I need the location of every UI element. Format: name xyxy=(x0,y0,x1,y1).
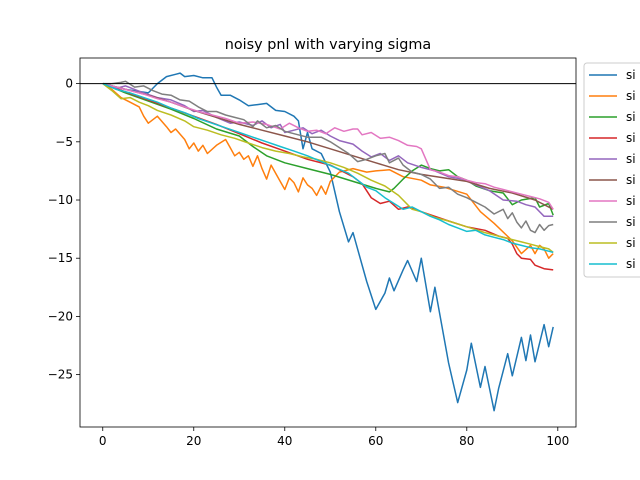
y-tick-label: −10 xyxy=(48,193,73,207)
chart-title: noisy pnl with varying sigma xyxy=(225,37,432,53)
plot-frame xyxy=(79,57,577,428)
legend-label-4: si xyxy=(626,131,636,145)
legend-label-1: si xyxy=(626,68,636,82)
x-tick-label: 80 xyxy=(459,434,474,448)
x-axis: 0 20 40 60 80 100 xyxy=(99,427,569,448)
legend: si si si si si si si si si si xyxy=(583,62,640,278)
y-tick-label: −15 xyxy=(48,251,73,265)
y-tick-label: 0 xyxy=(65,77,73,91)
series-line-2 xyxy=(102,82,554,259)
y-tick-label: −5 xyxy=(55,135,73,149)
x-tick-label: 60 xyxy=(368,434,383,448)
legend-label-7: si xyxy=(626,194,636,208)
legend-label-10: si xyxy=(626,257,636,271)
y-axis: 0 −5 −10 −15 −20 −25 xyxy=(48,77,80,382)
legend-label-5: si xyxy=(626,152,636,166)
x-tick-label: 20 xyxy=(186,434,201,448)
series-line-8 xyxy=(102,80,554,234)
x-tick-label: 40 xyxy=(277,434,292,448)
series-line-9 xyxy=(102,83,554,253)
legend-label-8: si xyxy=(626,215,636,229)
x-tick-label: 0 xyxy=(99,434,107,448)
legend-label-3: si xyxy=(626,110,636,124)
y-tick-label: −20 xyxy=(48,309,73,323)
y-tick-label: −25 xyxy=(48,368,73,382)
legend-label-9: si xyxy=(626,236,636,250)
series-line-10 xyxy=(102,82,554,254)
legend-label-6: si xyxy=(626,173,636,187)
series-line-1 xyxy=(102,72,554,412)
legend-label-2: si xyxy=(626,89,636,103)
x-tick-label: 100 xyxy=(546,434,569,448)
series-layer xyxy=(102,72,554,412)
series-line-7 xyxy=(102,82,554,210)
